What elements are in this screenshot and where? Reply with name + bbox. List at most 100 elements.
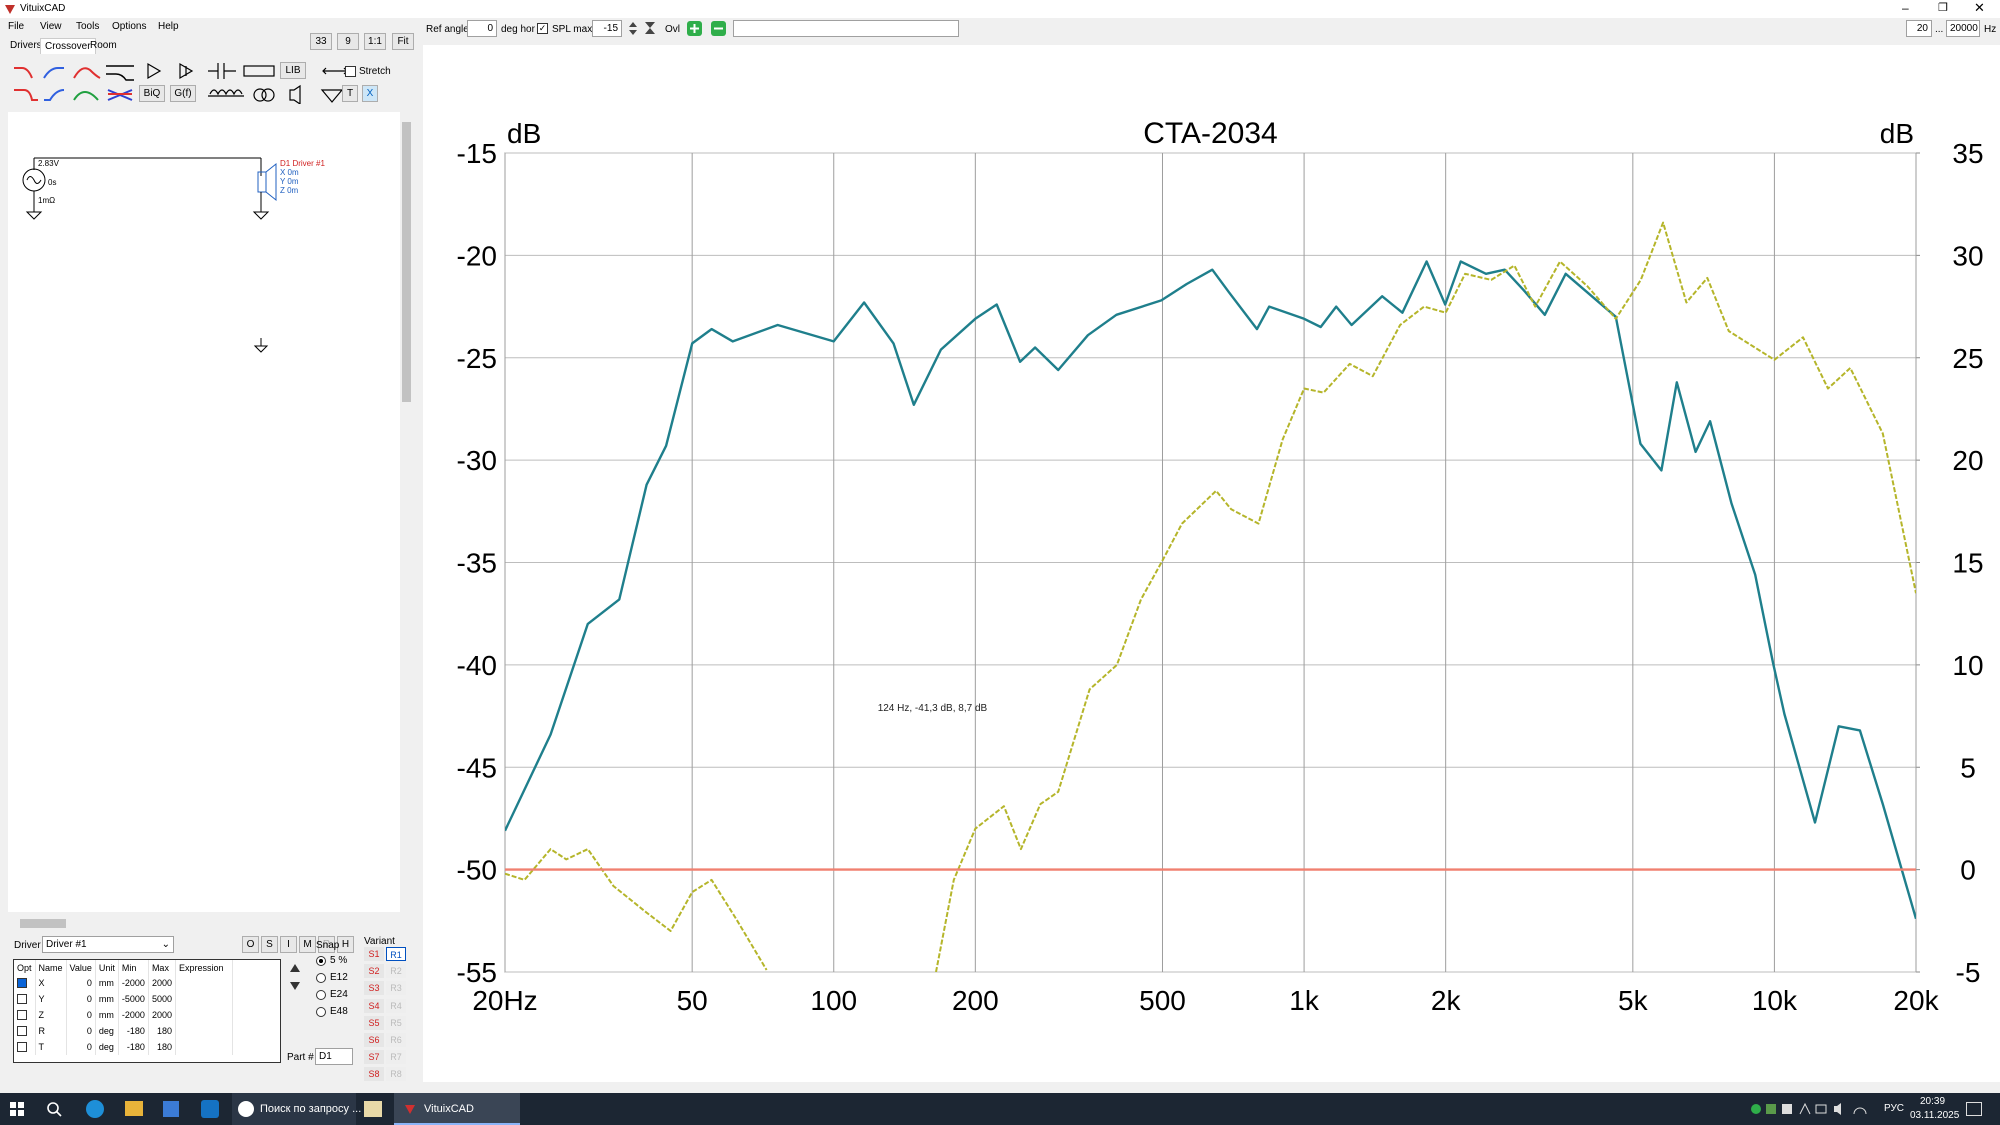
variant-s[interactable]: S7 [364,1050,384,1065]
variant-r[interactable]: R7 [386,1050,406,1065]
table-row: R 0 deg -180 180 [14,1023,233,1039]
table-cell: T [35,1039,67,1055]
y2-tick-label: -5 [1956,957,1981,988]
x-tick-label: 100 [810,985,857,1016]
radio[interactable] [316,1007,326,1017]
freq-max-input[interactable]: 20000 [1946,20,1980,37]
tray-icons[interactable] [1750,1102,1880,1116]
checkbox[interactable] [345,66,356,77]
variant-r[interactable]: R6 [386,1033,406,1047]
checkbox[interactable] [17,994,27,1004]
restore[interactable]: ❐ [1938,2,1948,14]
table-cell: mm [95,975,119,991]
y-tick-label: -35 [457,548,497,579]
y-tick-label: -55 [457,957,497,988]
table-cell: 0 [66,1023,96,1039]
spin-buttons[interactable] [627,20,661,37]
driver-button[interactable]: I [280,936,297,953]
driver-button[interactable]: H [337,936,354,953]
store-icon[interactable] [163,1101,179,1117]
menu-item[interactable]: Options [112,21,147,32]
tab[interactable]: Room [90,40,117,51]
minimize[interactable]: – [1902,1,1909,15]
clock-date: 03.11.2025 [1910,1110,1960,1121]
tab[interactable]: Drivers [10,40,42,51]
driver-select[interactable]: Driver #1 ⌄ [42,936,174,953]
freq-min-input[interactable]: 20 [1906,20,1932,37]
schematic [22,157,277,353]
driver-button[interactable]: S [261,936,278,953]
overlay-buttons[interactable] [686,20,730,37]
freq-unit: Hz [1984,24,1997,35]
zoom-button[interactable]: 1:1 [364,33,386,50]
y2-tick-label: 0 [1960,855,1976,886]
variant-r[interactable]: R4 [386,998,406,1013]
ref-angle-input[interactable]: 0 [467,20,497,37]
menu-item[interactable]: Help [158,21,179,32]
zoom-button[interactable]: Fit [392,33,414,50]
explorer-icon[interactable] [125,1101,143,1116]
table-cell: -5000 [118,991,149,1007]
radio[interactable] [316,990,326,1000]
tool-button[interactable]: G(f) [170,85,196,102]
variant-r[interactable]: R2 [386,964,406,979]
variant-r[interactable]: R1 [386,947,406,961]
menu-item[interactable]: View [40,21,62,32]
y2-tick-label: 35 [1952,138,1983,169]
spin-arrows[interactable] [287,960,303,996]
tool-button[interactable]: T [342,85,358,102]
variant-r[interactable]: R3 [386,981,406,996]
part-input[interactable]: D1 [315,1048,353,1065]
start-button[interactable] [10,1102,24,1116]
tool-button[interactable]: LIB [280,62,306,79]
h-scrollbar[interactable] [8,918,400,929]
variant-s[interactable]: S1 [364,947,384,961]
radio[interactable] [316,956,326,966]
table-cell: deg [95,1039,119,1055]
y-tick-label: -30 [457,445,497,476]
variant-s[interactable]: S6 [364,1033,384,1047]
close[interactable]: ✕ [1974,0,1985,15]
outlook-icon[interactable] [201,1100,219,1118]
ovl-label: Ovl [665,24,680,35]
task-vituixcad[interactable]: VituixCAD [394,1093,520,1125]
variant-r[interactable]: R5 [386,1015,406,1030]
tool-button[interactable]: BiQ [139,85,165,102]
task-browser[interactable]: Поиск по запросу ... [232,1093,361,1125]
radio[interactable] [316,973,326,983]
search-icon[interactable] [46,1101,62,1117]
edge-icon[interactable] [86,1100,104,1118]
menu-item[interactable]: Tools [76,21,100,32]
checkbox[interactable] [17,1026,27,1036]
driver-button[interactable]: R [318,936,335,953]
overlay-field[interactable] [733,20,959,37]
tab[interactable]: Crossover [40,38,96,54]
variant-s[interactable]: S8 [364,1067,384,1082]
variant-s[interactable]: S2 [364,964,384,979]
variant-r[interactable]: R8 [386,1067,406,1082]
variant-s[interactable]: S5 [364,1015,384,1030]
scrollbar[interactable] [401,112,412,912]
cursor-readout: 124 Hz, -41,3 dB, 8,7 dB [878,703,988,714]
checkbox[interactable] [17,1010,27,1020]
driver-button[interactable]: M [299,936,316,953]
series-line [505,221,1916,972]
notifications[interactable] [1966,1102,1982,1116]
checkbox[interactable] [17,1042,27,1052]
y2-tick-label: 10 [1952,650,1983,681]
tool-button[interactable]: X [362,85,378,102]
y2-tick-label: 5 [1960,752,1976,783]
spl-checkbox[interactable]: ✓ [537,23,548,34]
checkbox[interactable] [17,978,27,988]
zoom-button[interactable]: 9 [337,33,359,50]
language[interactable]: РУС [1884,1103,1905,1114]
column-header: Opt [14,960,36,975]
menu-item[interactable]: File [8,21,25,32]
spl-max-input[interactable]: -15 [592,20,622,37]
driver-button[interactable]: O [242,936,259,953]
ref-unit: deg hor [501,24,535,35]
notes-icon[interactable] [364,1101,382,1117]
variant-s[interactable]: S4 [364,998,384,1013]
variant-s[interactable]: S3 [364,981,384,996]
zoom-button[interactable]: 33 [310,33,332,50]
